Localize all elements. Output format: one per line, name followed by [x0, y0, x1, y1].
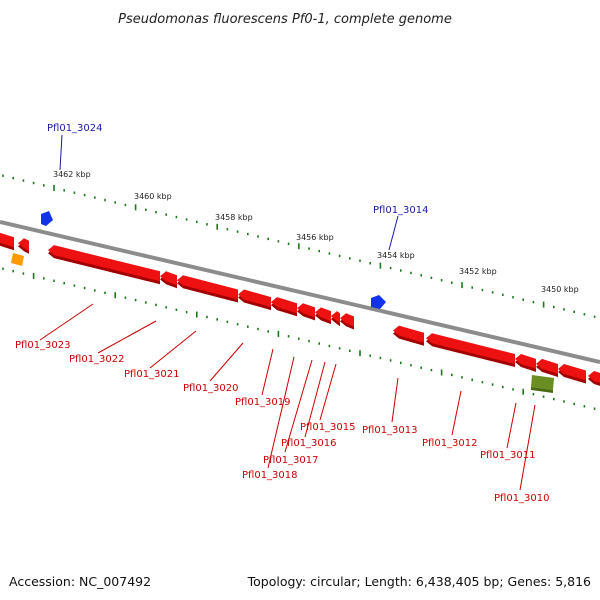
leader-line [284, 359, 313, 453]
cds-arrow [271, 297, 297, 314]
tick-label-3460: 3460 kbp [134, 192, 172, 201]
cds-arrow [160, 271, 177, 286]
genome-summary-text: Topology: circular; Length: 6,438,405 bp… [247, 574, 591, 589]
cds-arrow [18, 238, 29, 251]
map-title: Pseudomonas fluorescens Pf0-1, complete … [118, 12, 452, 27]
genome-backbone [0, 220, 600, 364]
tick-labels: 3462 kbp 3460 kbp 3458 kbp 3456 kbp 3454… [53, 170, 579, 294]
leader-line [388, 215, 399, 251]
leader-line [39, 303, 94, 341]
leader-line [451, 390, 462, 436]
gene-label-pfl01-3011[interactable]: Pfl01_3011 [480, 450, 536, 461]
tick-label-3452: 3452 kbp [459, 267, 497, 276]
gene-label-pfl01-3024[interactable]: Pfl01_3024 [47, 123, 103, 134]
gene-label-pfl01-3010[interactable]: Pfl01_3010 [494, 493, 550, 504]
inner-tick-track [2, 267, 596, 410]
cds-arrow [393, 325, 424, 343]
tick-label-3450: 3450 kbp [541, 285, 579, 294]
gene-label-pfl01-3018[interactable]: Pfl01_3018 [242, 470, 298, 481]
cds-arrow [340, 313, 354, 327]
gene-label-pfl01-3015[interactable]: Pfl01_3015 [300, 422, 356, 433]
outer-tick-track [2, 174, 596, 318]
cds-arrow [238, 289, 271, 308]
leader-line [261, 348, 274, 396]
leader-line [59, 134, 63, 171]
leader-line [209, 342, 244, 382]
tick-label-3456: 3456 kbp [296, 233, 334, 242]
gene-labels-bottom: Pfl01_3023 Pfl01_3022 Pfl01_3021 Pfl01_3… [15, 340, 550, 504]
tick-label-3462: 3462 kbp [53, 170, 91, 179]
leader-line [506, 402, 517, 449]
leader-line [97, 320, 157, 354]
gene-label-pfl01-3022[interactable]: Pfl01_3022 [69, 354, 125, 365]
gene-label-pfl01-3021[interactable]: Pfl01_3021 [124, 369, 180, 380]
leader-line [304, 361, 326, 438]
ncrna-feature-pfl01-3014 [371, 295, 386, 309]
cds-arrow [315, 307, 331, 322]
gene-label-pfl01-3023[interactable]: Pfl01_3023 [15, 340, 71, 351]
gene-label-pfl01-3013[interactable]: Pfl01_3013 [362, 425, 418, 436]
cds-arrow [48, 245, 160, 282]
feature-track [0, 211, 600, 393]
gene-labels-top: Pfl01_3024 Pfl01_3014 [47, 123, 429, 216]
olive-feature [531, 375, 554, 390]
cds-arrow [536, 358, 558, 375]
olive-feature-shadow [531, 387, 553, 393]
gene-label-pfl01-3012[interactable]: Pfl01_3012 [422, 438, 478, 449]
cds-arrow [331, 311, 340, 324]
gene-label-pfl01-3019[interactable]: Pfl01_3019 [235, 397, 291, 408]
orange-feature [11, 253, 24, 266]
leader-line [391, 377, 399, 423]
gene-label-pfl01-3020[interactable]: Pfl01_3020 [183, 383, 239, 394]
gene-label-pfl01-3017[interactable]: Pfl01_3017 [263, 455, 319, 466]
leader-line [319, 363, 337, 421]
cds-arrow [177, 275, 238, 300]
leader-line [519, 404, 536, 491]
cds-arrow [588, 371, 600, 383]
gene-label-pfl01-3016[interactable]: Pfl01_3016 [281, 438, 337, 449]
label-leader-lines [39, 134, 536, 491]
cds-arrow [297, 303, 315, 318]
leader-line [149, 330, 197, 369]
leader-line [267, 356, 295, 469]
accession-text: Accession: NC_007492 [9, 574, 151, 589]
tick-label-3454: 3454 kbp [377, 251, 415, 260]
ncrna-feature-pfl01-3024 [41, 211, 53, 226]
gene-label-pfl01-3014[interactable]: Pfl01_3014 [373, 205, 429, 216]
cds-arrow [426, 333, 515, 364]
cds-arrow [515, 353, 536, 369]
tick-label-3458: 3458 kbp [215, 213, 253, 222]
cds-arrow [0, 232, 14, 248]
cds-arrow [558, 364, 586, 381]
